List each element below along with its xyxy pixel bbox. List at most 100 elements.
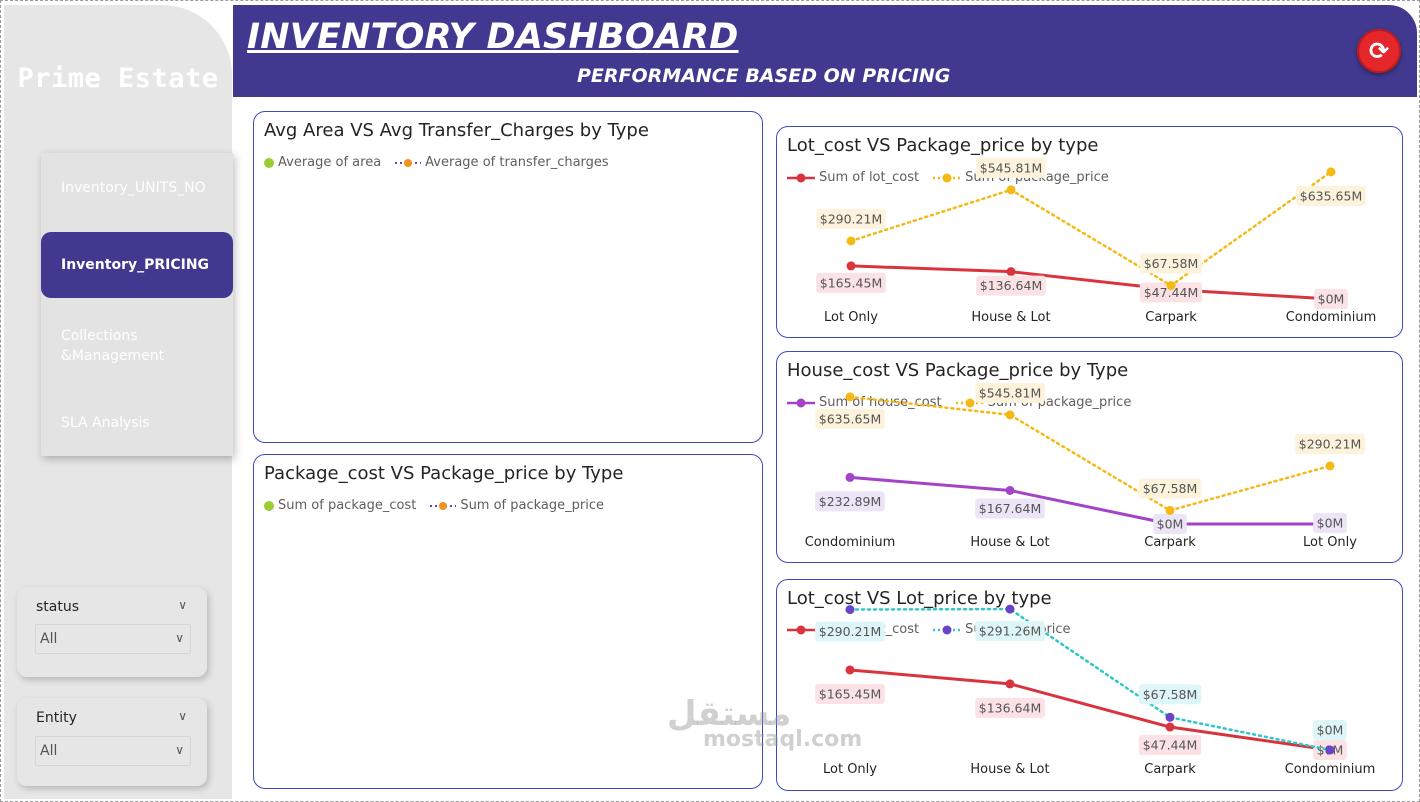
sidebar: Prime Estate Inventory_UNITS_NO Inventor…: [4, 5, 233, 799]
line-data-label-bg: [1153, 514, 1187, 534]
legend-item: Average of area: [264, 155, 381, 170]
line-point: [1165, 712, 1175, 722]
status-slicer[interactable]: status ∨ All ∨: [17, 587, 207, 677]
page-title: INVENTORY DASHBOARD: [247, 17, 739, 57]
line-point: [846, 236, 856, 246]
line-point: [845, 472, 855, 482]
line-data-label: $165.45M: [819, 686, 881, 701]
nav-item-sla-analysis[interactable]: SLA Analysis: [61, 415, 150, 431]
line-point: [1166, 280, 1176, 290]
line-point: [1325, 745, 1335, 755]
line-data-label: $165.45M: [820, 275, 882, 290]
line-data-label-bg: [1139, 253, 1203, 274]
line-data-label: $0M: [1157, 517, 1184, 532]
line-data-label: $545.81M: [979, 385, 1041, 400]
line-series: [849, 264, 1333, 301]
line-series: [848, 668, 1332, 752]
line-data-label-bg: [1295, 433, 1365, 454]
chart-svg: [254, 112, 764, 444]
status-dropdown-value: All: [40, 631, 58, 647]
line-data-label: $291.26M: [979, 624, 1041, 639]
x-axis-tick-label: House & Lot: [970, 535, 1049, 550]
entity-slicer[interactable]: Entity ∨ All ∨: [17, 698, 207, 786]
line-data-label-bg: [1296, 185, 1366, 206]
status-dropdown[interactable]: All ∨: [35, 624, 191, 654]
line-data-label: $0M: [1318, 292, 1345, 307]
line-point: [1005, 485, 1015, 495]
x-axis-tick-label: House & Lot: [971, 310, 1050, 325]
line-point: [846, 261, 856, 271]
line-data-label-bg: [975, 697, 1045, 718]
chart-title: House_cost VS Package_price by Type: [787, 360, 1129, 381]
legend-line-icon: [933, 625, 962, 634]
nav-item-inventory-pricing[interactable]: Inventory_PRICING: [41, 232, 233, 298]
watermark-arabic: مستقل: [667, 694, 792, 734]
line-data-label: $290.21M: [1299, 436, 1361, 451]
line-data-label-bg: [816, 208, 886, 229]
line-data-label: $635.65M: [1300, 188, 1362, 203]
x-axis-tick-label: Carpark: [1145, 310, 1197, 325]
line-data-label-bg: [1138, 478, 1202, 499]
legend-line-icon: [787, 398, 815, 407]
line-point: [845, 392, 855, 402]
line-data-label-bg: [976, 275, 1046, 296]
line-data-label: $635.65M: [819, 411, 881, 426]
line-point: [1326, 167, 1336, 177]
line-data-label: $290.21M: [820, 211, 882, 226]
chevron-down-icon: ∨: [175, 631, 184, 645]
line-data-label-bg: [815, 408, 885, 429]
x-axis-tick-label: House & Lot: [970, 762, 1049, 777]
refresh-icon[interactable]: ⟳: [1357, 29, 1401, 73]
line-data-label: $67.58M: [1143, 687, 1198, 702]
line-data-label: $136.64M: [980, 278, 1042, 293]
chart-title: Lot_cost VS Lot_price by type: [787, 588, 1052, 609]
entity-dropdown[interactable]: All ∨: [35, 736, 191, 766]
legend-label: Average of transfer_charges: [425, 155, 609, 170]
line-series: [848, 395, 1332, 512]
line-point: [1005, 410, 1015, 420]
nav-item-collections[interactable]: Collections &Management: [61, 328, 165, 364]
line-data-label-bg: [1313, 513, 1347, 533]
line-data-label: $290.21M: [819, 624, 881, 639]
line-point: [1005, 679, 1015, 689]
header-banner: INVENTORY DASHBOARD PERFORMANCE BASED ON…: [233, 5, 1417, 97]
line-data-label-bg: [815, 621, 885, 642]
x-axis-tick-label: Condominium: [1285, 762, 1376, 777]
chevron-down-icon[interactable]: ∨: [178, 709, 187, 723]
status-slicer-title: status: [36, 599, 80, 615]
line-data-label-bg: [816, 272, 886, 293]
legend-line-icon: [933, 173, 962, 182]
legend-item: $6K· ·$4K· ·$2K· ·537Lot Only189House & …: [395, 155, 609, 170]
line-data-label-bg: [1138, 735, 1202, 756]
line-data-label-bg: [1139, 282, 1203, 303]
nav-item-inventory-units[interactable]: Inventory_UNITS_NO: [61, 180, 206, 196]
legend-label: Sum of package_price: [460, 498, 604, 513]
chart-lot-cost-vs-lot-price: Lot_cost VS Lot_price by type Sum of lot…: [776, 579, 1403, 791]
line-data-label-bg: [1138, 684, 1202, 705]
legend-dot-icon: [264, 157, 274, 168]
x-axis-tick-label: Lot Only: [1303, 535, 1357, 550]
x-axis-tick-label: Carpark: [1144, 762, 1196, 777]
chart-area-vs-transfer: Avg Area VS Avg Transfer_Charges by Type…: [253, 111, 763, 443]
line-data-label-bg: [815, 683, 885, 704]
entity-slicer-title: Entity: [36, 710, 77, 726]
line-data-label-bg: [975, 498, 1045, 519]
chart-title: Package_cost VS Package_price by Type: [264, 463, 624, 484]
brand-title: Prime Estate: [17, 63, 219, 94]
chart-svg: Lot Only House & Lot Carpark Condominium $16…: [816, 157, 1377, 325]
line-data-label-bg: [1313, 720, 1347, 740]
chart-svg: Lot Only House & Lot Carpark Condominium $16…: [815, 604, 1376, 777]
chevron-down-icon: ∨: [175, 743, 184, 757]
chart-svg: Condominium House & Lot Carpark Lot Only $23…: [805, 382, 1365, 550]
legend-line-icon: $6K· ·$4K· ·$2K· ·537Lot Only189House & …: [395, 158, 422, 167]
chevron-down-icon[interactable]: ∨: [178, 598, 187, 612]
line-data-label: $0M: [1317, 516, 1344, 531]
legend-label: Average of area: [278, 155, 382, 170]
page-subtitle: PERFORMANCE BASED ON PRICING: [577, 65, 951, 87]
line-point: [1005, 604, 1015, 614]
chart-house-cost-vs-package-price: House_cost VS Package_price by Type Sum …: [776, 351, 1403, 563]
chart-title: Avg Area VS Avg Transfer_Charges by Type: [264, 120, 649, 141]
x-axis-tick-label: Lot Only: [823, 762, 877, 777]
x-axis-tick-label: Condominium: [1286, 310, 1377, 325]
